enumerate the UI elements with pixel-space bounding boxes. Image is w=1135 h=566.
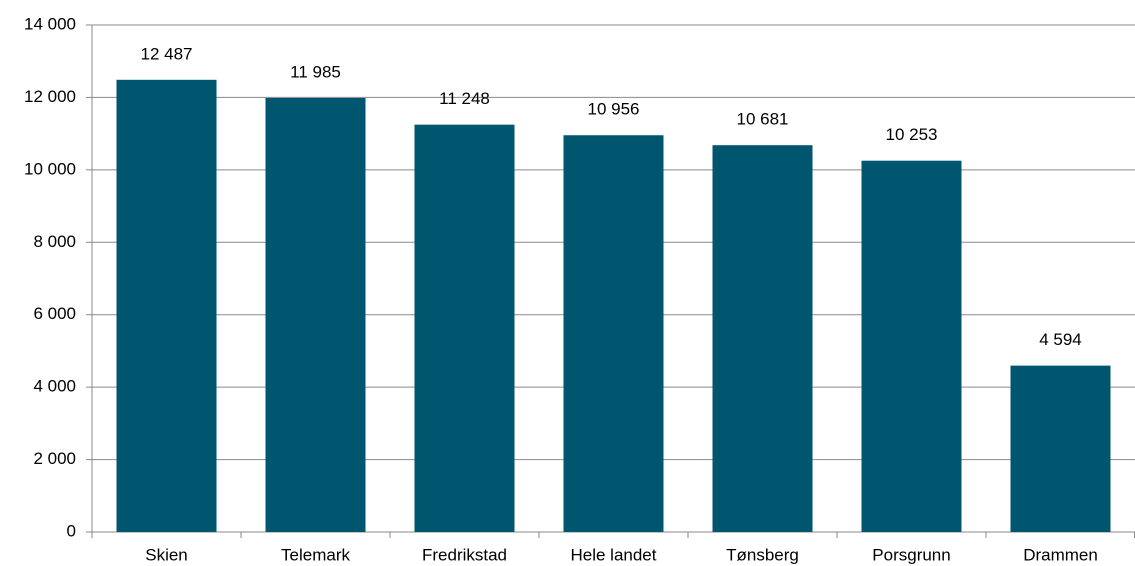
y-tick-label: 2 000 (33, 449, 76, 468)
x-tick-label: Hele landet (570, 545, 656, 564)
y-tick-label: 14 000 (24, 14, 76, 33)
x-tick-label: Porsgrunn (872, 545, 950, 564)
value-label: 11 985 (290, 62, 341, 81)
bar (563, 135, 664, 533)
value-label: 10 956 (588, 100, 640, 119)
x-tick-label: Drammen (1023, 545, 1098, 564)
bar (414, 124, 515, 532)
bar (265, 97, 366, 532)
value-label: 10 681 (737, 110, 789, 129)
y-tick-label: 8 000 (33, 232, 76, 251)
value-label: 10 253 (886, 125, 938, 144)
y-tick-label: 4 000 (33, 377, 76, 396)
value-label: 11 248 (439, 89, 490, 108)
x-tick-label: Skien (145, 545, 188, 564)
y-tick-label: 12 000 (24, 87, 76, 106)
value-label: 4 594 (1039, 330, 1082, 349)
x-tick-label: Tønsberg (726, 545, 799, 564)
bar (1010, 365, 1111, 532)
x-tick-label: Fredrikstad (422, 545, 507, 564)
y-tick-label: 6 000 (33, 304, 76, 323)
value-label: 12 487 (141, 44, 193, 63)
bar (116, 79, 217, 533)
y-tick-label: 10 000 (24, 159, 76, 178)
bar (712, 145, 813, 532)
x-tick-label: Telemark (281, 545, 350, 564)
bar (861, 160, 962, 532)
y-tick-label: 0 (67, 521, 76, 540)
